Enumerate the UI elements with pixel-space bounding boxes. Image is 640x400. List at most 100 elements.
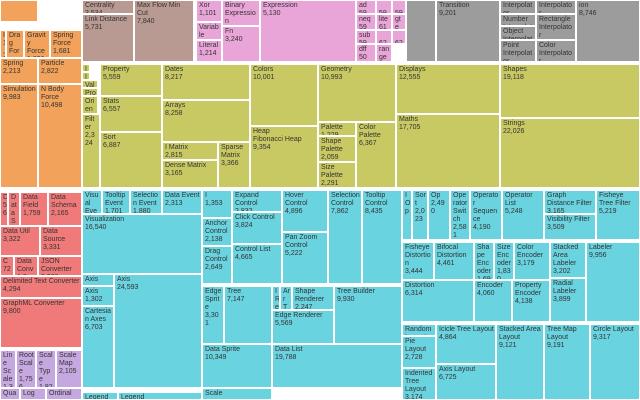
treemap-cell-label: Shape Encoder 1,690 — [477, 244, 492, 280]
treemap-cell: 62 — [392, 30, 406, 44]
treemap-cell-label: Binary Expression 2,893 — [225, 2, 256, 25]
treemap-cell: Data Source 3,331 — [40, 226, 82, 256]
treemap-cell-label: Click Control 3,824 — [235, 214, 275, 229]
treemap-cell: Op 2,490 — [428, 190, 450, 240]
treemap-cell: 59 — [376, 0, 392, 14]
treemap-cell: Fisheye Distortion 3,444 — [402, 242, 434, 280]
treemap-cell-label: Root Scale 1,756 — [19, 352, 34, 388]
treemap-cell-label: Visual Event 1,117 — [85, 192, 99, 214]
treemap-cell-label: Expression 5,130 — [263, 2, 298, 17]
treemap-cell-label: Spring Force 1,681 — [53, 32, 74, 55]
treemap-cell: Labeler 9,956 — [586, 242, 640, 322]
treemap-cell-label: Size Encoder 1,830 — [497, 244, 512, 280]
treemap-cell: Color Interpolator 2,047 — [536, 40, 576, 62]
treemap-cell: Axis — [82, 274, 114, 286]
treemap-cell: Legend — [118, 392, 202, 400]
treemap-cell: Link Distance 5,731 — [82, 14, 134, 62]
treemap-cell: Anchor Control 2,138 — [202, 218, 232, 246]
treemap-cell: Dense Matrix 3,165 — [162, 160, 218, 188]
treemap-cell: Axis 24,593 — [114, 274, 202, 388]
treemap-cell: JSON Converter 2,220 — [38, 256, 82, 276]
treemap-cell: I 1,353 — [202, 190, 232, 218]
treemap-cell-label: Color Interpolator 2,047 — [539, 42, 573, 62]
treemap-cell-label: Bifocal Distortion 4,461 — [437, 244, 467, 267]
treemap-cell-label: Log — [23, 390, 35, 397]
treemap-cell-label: Data Schema 2,165 — [51, 194, 77, 217]
treemap-cell-label: Scale Type 1,821 — [39, 352, 53, 388]
treemap-cell: Strings 22,026 — [500, 118, 640, 188]
treemap-cell-label: Selection Control 7,862 — [331, 192, 360, 215]
treemap-cell-label: Data List 19,788 — [275, 346, 303, 361]
treemap-cell-label: Axis — [85, 276, 99, 283]
treemap-cell: Delimited Text Converter 4,294 — [0, 276, 82, 298]
treemap-cell: Spring 2,213 — [0, 58, 38, 84]
treemap-cell-label: Data Field 1,759 — [23, 194, 41, 217]
treemap-cell: Pie Layout 2,728 — [402, 336, 436, 368]
treemap-cell-label: Rectangle Interpolator 2,042 — [539, 16, 573, 39]
treemap-cell-label: Cartesian Axes 6,703 — [85, 308, 112, 331]
treemap-cell-label: Link Distance 5,731 — [85, 16, 128, 31]
treemap-cell-label: Data Set 77 — [11, 194, 17, 225]
treemap-cell: Pan Zoom Control 5,222 — [282, 232, 328, 284]
treemap-cell-label: Graph Distance Filter 3,165 — [547, 192, 592, 214]
treemap-cell-label: Visualization 16,540 — [85, 216, 125, 231]
treemap-cell-label: Selection Event 1,880 — [133, 192, 158, 214]
treemap-cell: Point Interpolator 1,675 — [500, 40, 536, 62]
treemap-cell-label: dff 50 — [359, 46, 367, 61]
treemap-cell: I Re 69 — [272, 286, 280, 310]
treemap-cell-label: Particle 2,822 — [41, 60, 65, 75]
treemap-cell-label: Random Layout 870 — [405, 326, 432, 335]
treemap-cell-label: 59 — [395, 10, 403, 14]
treemap-cell: Stats 6,557 — [100, 96, 162, 132]
treemap-cell-label: Arrays 8,258 — [165, 102, 186, 117]
treemap-cell: Fisheye Tree Filter 5,219 — [596, 190, 640, 240]
treemap-cell: Control List 4,665 — [232, 244, 282, 284]
treemap-cell: Visibility Filter 3,509 — [544, 214, 596, 240]
treemap-cell-label: Drag Control 2,649 — [205, 248, 228, 271]
treemap-cell-label: Point Interpolator 1,675 — [503, 42, 533, 62]
treemap-cell-label: Line Scale 1,31 — [3, 352, 13, 388]
treemap-cell-label: Tree Builder 9,930 — [337, 288, 375, 303]
treemap-cell-label: Simulation 9,983 — [3, 86, 36, 101]
treemap-cell-label: Number Interpolator 1,382 — [503, 16, 532, 25]
treemap-cell: Number Interpolator 1,382 — [500, 14, 536, 26]
treemap-cell: Prope — [82, 88, 98, 96]
treemap-cell-label: Expand Control 2,832 — [235, 192, 259, 212]
treemap-cell: Simulation 9,983 — [0, 84, 38, 188]
treemap-cell: Property Encoder 4,138 — [512, 280, 550, 322]
treemap-cell: Operator Switch 2,581 — [450, 190, 470, 240]
treemap-cell: Variable 1,124 — [196, 22, 222, 40]
treemap-cell-label: D 56 — [3, 194, 8, 217]
treemap-cell-label: Gravity Force 1,336 — [27, 32, 46, 57]
treemap-cell: Data Schema 2,165 — [48, 192, 82, 226]
treemap-cell-label: N Body Force 10,498 — [41, 86, 64, 109]
treemap-cell: D 56 — [0, 192, 8, 226]
treemap-cell: Bifocal Distortion 4,461 — [434, 242, 474, 280]
treemap-cell-label: Edge Sprite 3,301 — [205, 288, 222, 327]
treemap-cell: Visual Event 1,117 — [82, 190, 102, 214]
treemap-cell: Encoder 4,060 — [474, 280, 512, 322]
treemap-cell: Edge Renderer 5,569 — [272, 310, 334, 344]
treemap-cell-label: Delimited Text Converter 4,294 — [3, 278, 80, 293]
treemap-cell: I — [82, 64, 90, 72]
treemap-cell-label: 59 — [379, 10, 387, 14]
treemap-cell: dff 50 — [356, 44, 376, 62]
treemap-cell: Data Field 1,759 — [20, 192, 48, 226]
treemap-cell-label: Orien 1,486 — [85, 98, 95, 113]
treemap-cell-label: Stacked Area Layout 9,121 — [499, 326, 541, 349]
treemap-cell: Click Control 3,824 — [232, 212, 282, 244]
treemap-cell: N Body Force 10,498 — [38, 84, 82, 188]
treemap-cell: gte 62 — [392, 14, 406, 30]
treemap-cell-label: Tooltip Event 1,701 — [105, 192, 126, 214]
treemap-cell-label: Centrality 3,534 — [85, 2, 115, 14]
treemap-cell-label: Tree 7,147 — [227, 288, 245, 303]
treemap-cell: GraphML Converter 9,800 — [0, 298, 82, 348]
treemap-cell: Binary Expression 2,893 — [222, 0, 260, 26]
treemap-cell-label: Palette 1,229 — [321, 124, 343, 136]
treemap-cell-label: Tooltip Control 8,435 — [365, 192, 388, 215]
treemap-cell-label: gte 62 — [395, 16, 401, 30]
treemap-cell-label: Control List 4,665 — [235, 246, 271, 261]
treemap-cell: Tooltip Control 8,435 — [362, 190, 402, 284]
treemap-cell-label: Tree Map Layout 9,191 — [547, 326, 577, 349]
treemap-cell-label: I Re 69 — [275, 288, 280, 310]
